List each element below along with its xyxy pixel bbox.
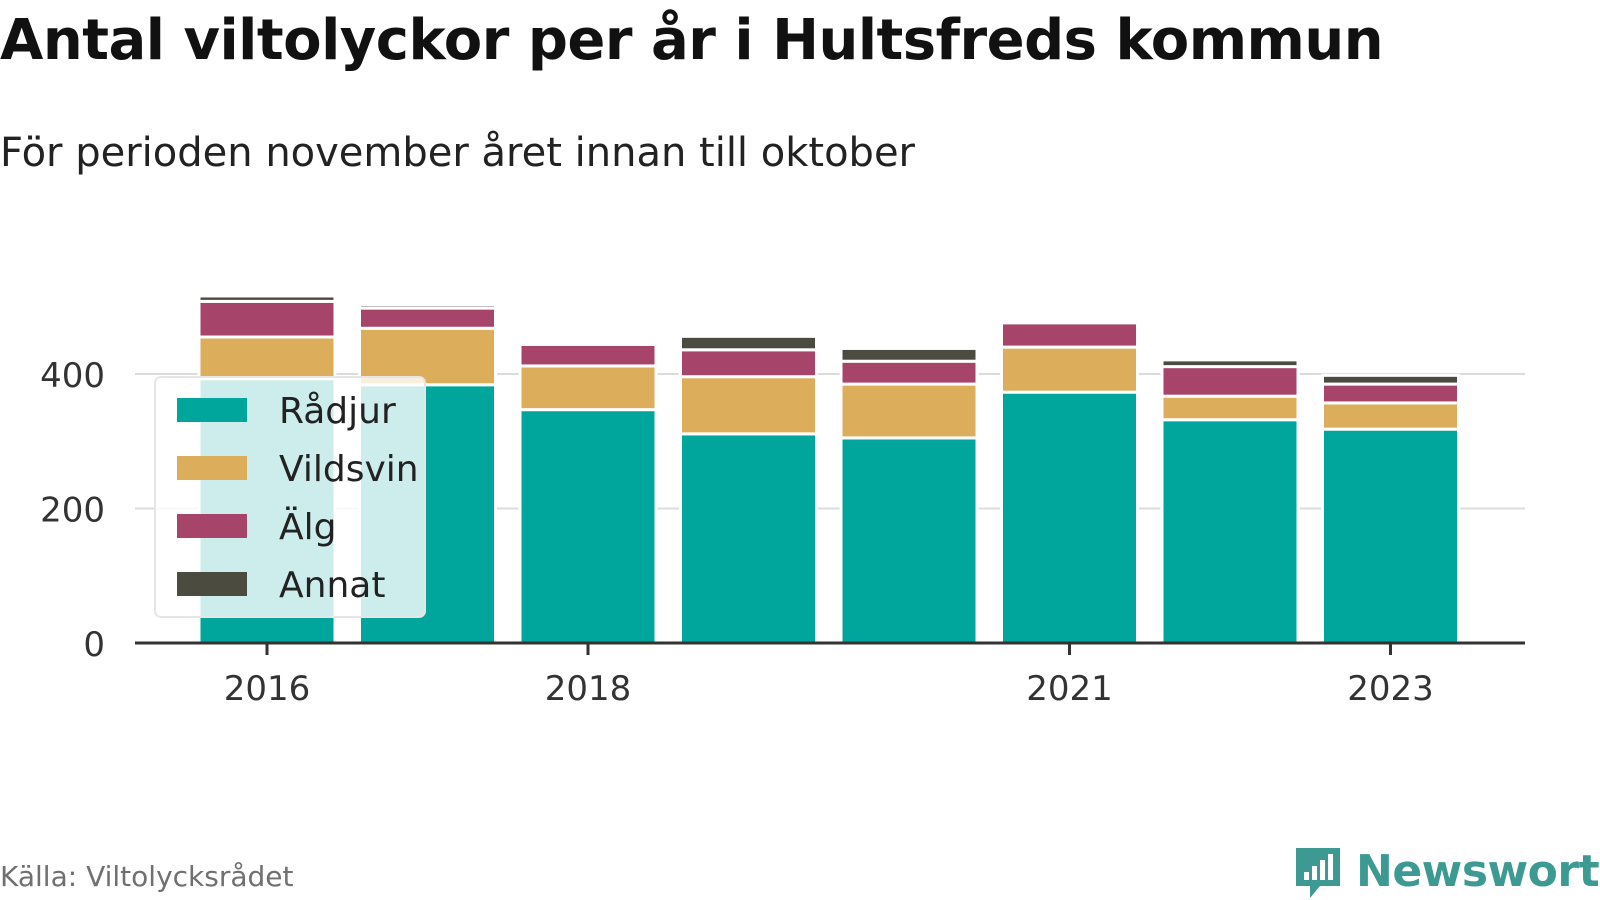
- bar-segment: [358, 326, 497, 387]
- legend-swatch: [177, 398, 247, 422]
- y-axis: 0 200 400: [40, 356, 105, 665]
- brand-name: Newsworthy: [1356, 845, 1600, 897]
- y-tick-label: 400: [40, 356, 105, 396]
- bar-segment: [1321, 427, 1460, 645]
- bar-segment: [1000, 345, 1139, 394]
- legend: Rådjur Vildsvin Älg Annat: [154, 376, 426, 618]
- stacked-bar-chart: 0 200 400 2016 2018 2021 2023 Rådjur Vildsvin Ä…: [40, 294, 1525, 709]
- source-note: Källa: Viltolycksrådet: [0, 860, 294, 893]
- x-tick-label: 2018: [545, 669, 632, 709]
- x-axis: 2016 2018 2021 2023: [135, 641, 1525, 709]
- bar-segment: [197, 335, 337, 381]
- bar-segment: [1000, 321, 1139, 349]
- legend-swatch: [177, 514, 247, 538]
- bar-segment: [358, 303, 497, 310]
- bar-segment: [197, 299, 337, 339]
- legend-label: Rådjur: [279, 391, 396, 432]
- bar-segment: [679, 348, 818, 379]
- bar-segment: [1000, 390, 1139, 645]
- x-tick-label: 2016: [224, 669, 311, 709]
- bar-segment: [839, 346, 979, 363]
- bar-segment: [679, 375, 818, 436]
- legend-label: Annat: [279, 565, 385, 606]
- bar-segment: [1160, 365, 1300, 398]
- bar-segment: [839, 382, 979, 440]
- legend-swatch: [177, 456, 247, 480]
- legend-swatch: [177, 572, 247, 596]
- bar-segment: [518, 364, 658, 412]
- y-tick-label: 200: [40, 491, 105, 531]
- bar-segment: [839, 359, 979, 386]
- bar-segment: [197, 294, 337, 303]
- bar-segment: [1321, 382, 1460, 405]
- bar-segment: [679, 432, 818, 645]
- bar-segment: [358, 306, 497, 330]
- bar-segment: [1321, 401, 1460, 431]
- y-tick-label: 0: [83, 625, 105, 665]
- bar-segment: [1160, 418, 1300, 645]
- chart-subtitle: För perioden november året innan till ok…: [0, 130, 915, 176]
- bar-segment: [1160, 358, 1300, 369]
- legend-box: [154, 376, 426, 618]
- bar-segment: [839, 436, 979, 645]
- newsworthy-logo-icon: [1296, 848, 1340, 898]
- newsworthy-logo: Newsworthy: [1292, 842, 1600, 900]
- bar-segment: [679, 334, 818, 352]
- bar-segment: [518, 340, 658, 346]
- bar-segment: [1160, 394, 1300, 422]
- bar-segment: [518, 408, 658, 645]
- x-tick-label: 2023: [1347, 669, 1434, 709]
- x-tick-label: 2021: [1026, 669, 1113, 709]
- legend-label: Vildsvin: [279, 449, 419, 490]
- legend-label: Älg: [279, 506, 336, 548]
- bar-segment: [518, 342, 658, 368]
- chart-title: Antal viltolyckor per år i Hultsfreds ko…: [0, 8, 1384, 73]
- bar-segment: [1321, 373, 1460, 386]
